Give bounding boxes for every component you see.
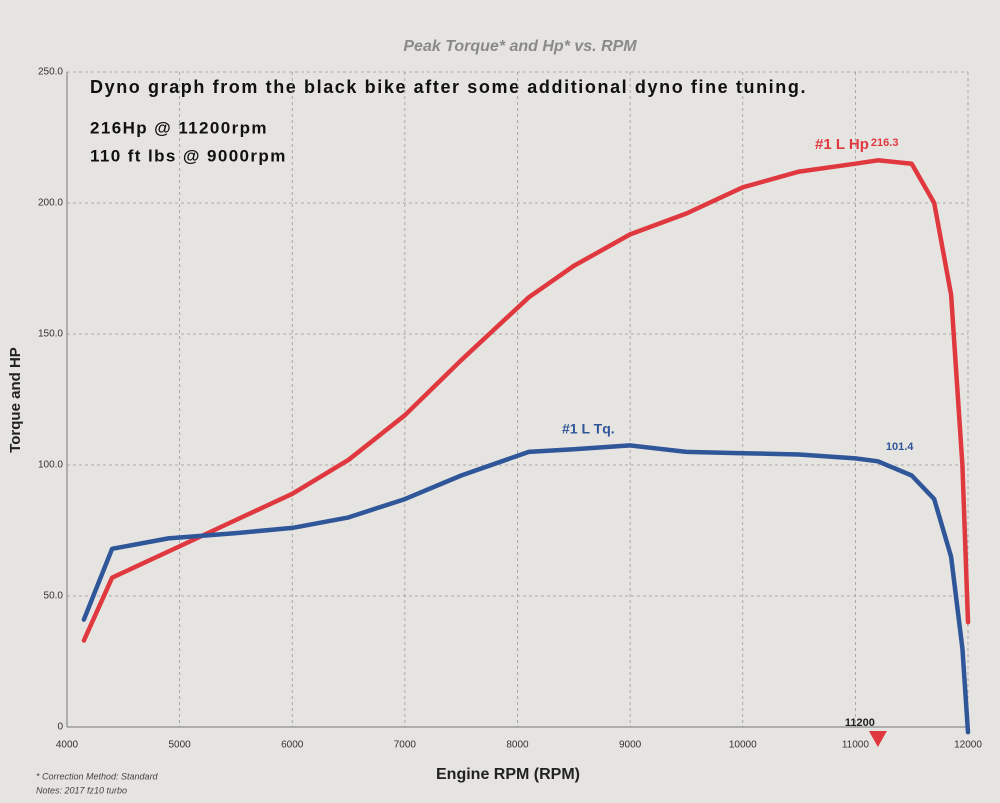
- annotation: Dyno graph from the black bike after som…: [90, 77, 807, 97]
- series-line: [81, 158, 971, 643]
- cursor-label: 11200: [845, 717, 875, 729]
- x-axis-label: Engine RPM (RPM): [436, 766, 580, 783]
- y-tick-label: 0: [57, 722, 63, 733]
- series-label: #1 L Tq.: [562, 421, 615, 437]
- y-tick-label: 150.0: [38, 329, 63, 340]
- y-tick-label: 50.0: [44, 591, 64, 602]
- y-tick-label: 100.0: [38, 460, 63, 471]
- footnote: Notes: 2017 fz10 turbo: [36, 785, 127, 795]
- y-tick-label: 250.0: [38, 67, 63, 78]
- y-axis-label: Torque and HP: [7, 347, 24, 453]
- cursor-marker: [868, 731, 887, 747]
- x-tick-label: 12000: [954, 740, 982, 751]
- x-tick-label: 7000: [394, 740, 417, 751]
- x-tick-label: 6000: [281, 740, 304, 751]
- x-tick-label: 11000: [842, 740, 870, 751]
- series-label: #1 L Hp: [815, 136, 869, 153]
- x-tick-label: 5000: [169, 740, 192, 751]
- chart-title: Peak Torque* and Hp* vs. RPM: [403, 38, 637, 55]
- x-tick-label: 9000: [619, 740, 642, 751]
- annotation: 216Hp @ 11200rpm: [90, 118, 268, 137]
- data-label: 101.4: [886, 441, 914, 453]
- series-line: [81, 443, 971, 735]
- data-label: 216.3: [871, 137, 899, 149]
- footnote: * Correction Method: Standard: [36, 771, 159, 781]
- x-tick-label: 10000: [729, 740, 757, 751]
- annotation: 110 ft lbs @ 9000rpm: [90, 146, 287, 165]
- x-tick-label: 4000: [56, 740, 79, 751]
- y-tick-label: 200.0: [38, 198, 63, 209]
- x-tick-label: 8000: [506, 740, 529, 751]
